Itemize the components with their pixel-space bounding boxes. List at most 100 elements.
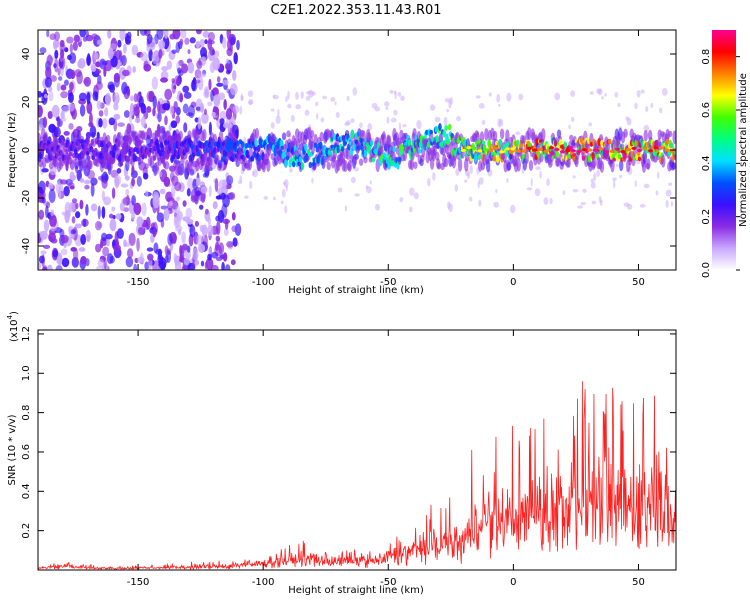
- spectrogram-band-cell: [438, 123, 442, 131]
- spectrogram-noise-cell: [223, 99, 227, 111]
- spectrogram-noise-cell: [43, 265, 48, 270]
- spectrogram-noise-cell: [164, 88, 173, 101]
- spectrogram-band-cell: [558, 138, 563, 147]
- spectrogram-noise-cell: [174, 181, 182, 192]
- spectrogram-noise-cell: [146, 106, 152, 113]
- spectrogram-noise-cell: [58, 55, 66, 70]
- spectrogram-noise-cell: [570, 90, 576, 97]
- spectrogram-band-cell: [397, 156, 402, 163]
- spectrogram-ytick-label: 20: [21, 96, 32, 109]
- spectrogram-noise-cell: [539, 170, 542, 179]
- spectrogram-noise-cell: [48, 182, 54, 189]
- spectrogram-noise-cell: [518, 93, 524, 101]
- spectrogram-noise-cell: [287, 90, 290, 100]
- spectrogram-noise-cell: [195, 106, 202, 111]
- spectrogram-noise-cell: [214, 178, 219, 192]
- spectrogram-band-cell: [539, 153, 544, 163]
- snr-xtick-label: -100: [252, 577, 275, 588]
- spectrogram-band-cell: [541, 128, 546, 142]
- spectrogram-ytick-label: 40: [21, 48, 32, 61]
- spectrogram-noise-cell: [496, 93, 501, 103]
- spectrogram-noise-cell: [543, 197, 549, 205]
- spectrogram-noise-cell: [83, 76, 91, 87]
- spectrogram-band-cell: [425, 129, 429, 135]
- spectrogram-noise-cell: [344, 122, 350, 126]
- spectrogram-noise-cell: [230, 83, 238, 96]
- spectrogram-noise-cell: [393, 109, 398, 116]
- spectrogram-noise-cell: [38, 180, 46, 194]
- spectrogram-noise-cell: [109, 213, 114, 219]
- spectrogram-noise-cell: [41, 197, 46, 204]
- spectrogram-noise-cell: [158, 171, 163, 178]
- spectrogram-core-cell: [548, 146, 554, 150]
- spectrogram-band-cell: [661, 154, 666, 168]
- spectrogram-noise-cell: [192, 247, 199, 261]
- spectrogram-noise-cell: [234, 223, 242, 237]
- spectrogram-noise-cell: [104, 107, 109, 117]
- spectrogram-band-cell: [409, 159, 415, 171]
- spectrogram-noise-cell: [45, 66, 52, 80]
- spectrogram-band-cell: [313, 142, 318, 149]
- spectrogram-noise-cell: [247, 90, 254, 98]
- spectrogram-band-cell: [178, 130, 183, 141]
- spectrogram-noise-cell: [530, 177, 533, 187]
- colorbar-tick-label: 0.2: [701, 209, 712, 225]
- spectrogram-core-cell: [554, 147, 560, 152]
- spectrogram-noise-cell: [158, 40, 166, 50]
- spectrogram-noise-cell: [617, 102, 621, 108]
- spectrogram-noise-cell: [478, 199, 482, 207]
- spectrogram-band-cell: [516, 157, 521, 172]
- spectrogram-noise-cell: [100, 174, 105, 183]
- spectrogram-noise-cell: [104, 92, 112, 106]
- spectrogram-noise-cell: [275, 115, 281, 124]
- spectrogram-noise-cell: [208, 185, 212, 198]
- spectrogram-noise-cell: [96, 81, 103, 91]
- spectrogram-noise-cell: [71, 216, 76, 224]
- snr-multiplier-base: (x10: [9, 319, 20, 342]
- spectrogram-band-cell: [668, 130, 673, 137]
- spectrogram-band-cell: [229, 156, 234, 162]
- spectrogram-noise-cell: [207, 101, 213, 107]
- spectrogram-core-cell: [647, 149, 653, 153]
- spectrogram-noise-cell: [230, 259, 236, 266]
- spectrogram-noise-cell: [182, 200, 187, 207]
- spectrogram-band-cell: [608, 138, 612, 145]
- spectrogram-noise-cell: [68, 123, 74, 130]
- spectrogram-band-cell: [506, 161, 512, 171]
- spectrogram-noise-cell: [125, 256, 134, 268]
- spectrogram-noise-cell: [272, 94, 275, 99]
- spectrogram-noise-cell: [139, 252, 144, 263]
- spectrogram-noise-cell: [171, 184, 176, 199]
- spectrogram-noise-cell: [131, 177, 135, 187]
- spectrogram-band-cell: [319, 131, 324, 142]
- spectrogram-noise-cell: [389, 89, 394, 94]
- spectrogram-noise-cell: [346, 95, 350, 102]
- spectrogram-band-cell: [227, 145, 231, 153]
- spectrogram-ytick-label: -40: [21, 238, 32, 254]
- spectrogram-noise-cell: [48, 91, 54, 102]
- spectrogram-noise-cell: [506, 177, 509, 184]
- spectrogram-noise-cell: [369, 180, 372, 185]
- spectrogram-noise-cell: [151, 76, 159, 90]
- spectrogram-core-cell: [510, 147, 516, 151]
- spectrogram-noise-cell: [187, 62, 195, 74]
- spectrogram-noise-cell: [163, 176, 171, 187]
- spectrogram-noise-cell: [157, 100, 161, 114]
- spectrogram-noise-cell: [596, 88, 602, 94]
- spectrogram-noise-cell: [100, 240, 104, 249]
- spectrogram-noise-cell: [226, 241, 234, 248]
- spectrogram-noise-cell: [51, 104, 60, 118]
- spectrogram-noise-cell: [222, 179, 228, 190]
- spectrogram-noise-cell: [145, 190, 149, 198]
- spectrogram-noise-cell: [43, 219, 50, 232]
- spectrogram-noise-cell: [102, 118, 108, 129]
- spectrogram-band-cell: [429, 129, 433, 135]
- spectrogram-core-cell: [460, 148, 466, 153]
- spectrogram-noise-cell: [70, 247, 77, 252]
- spectrogram-band-cell: [444, 125, 448, 131]
- spectrogram-band-cell: [184, 159, 190, 174]
- spectrogram-noise-cell: [69, 174, 77, 181]
- spectrogram-noise-cell: [113, 113, 121, 120]
- spectrogram-noise-cell: [97, 205, 101, 220]
- spectrogram-noise-cell: [79, 178, 85, 183]
